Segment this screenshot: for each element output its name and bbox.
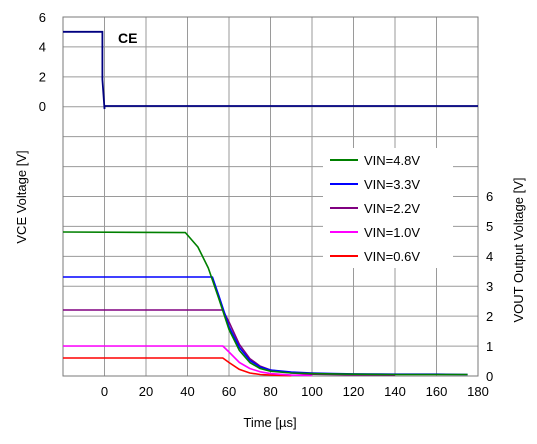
y-axis-label-right: VOUT Output Voltage [V] xyxy=(511,177,526,322)
vout-tick-label: 1 xyxy=(486,339,493,354)
legend-entry: VIN=2.2V xyxy=(364,201,420,216)
x-tick-label: 120 xyxy=(343,384,365,399)
legend-entry: VIN=1.0V xyxy=(364,225,420,240)
series-line xyxy=(63,357,292,377)
ce-tick-label: 4 xyxy=(39,40,46,55)
legend-entry: VIN=3.3V xyxy=(364,177,420,192)
vout-tick-label: 6 xyxy=(486,189,493,204)
ce-series-line xyxy=(63,30,478,110)
ce-label: CE xyxy=(118,30,137,46)
x-axis-label: Time [µs] xyxy=(243,415,296,430)
x-tick-label: 20 xyxy=(139,384,153,399)
x-tick-label: 160 xyxy=(426,384,448,399)
legend: VIN=4.8V VIN=3.3V VIN=2.2V VIN=1.0V VIN=0.6V xyxy=(323,148,453,268)
x-tick-label: 0 xyxy=(101,384,108,399)
vout-tick-label: 2 xyxy=(486,309,493,324)
series-layer xyxy=(62,30,478,377)
x-tick-label: 100 xyxy=(301,384,323,399)
ce-tick-label: 6 xyxy=(39,10,46,25)
series-line xyxy=(62,231,468,376)
plot-frame xyxy=(62,16,479,377)
grid xyxy=(63,17,478,376)
vout-tick-label: 4 xyxy=(486,249,493,264)
vout-tick-label: 3 xyxy=(486,279,493,294)
series-line xyxy=(63,345,313,377)
x-tick-label: 40 xyxy=(180,384,194,399)
vout-tick-label: 0 xyxy=(486,369,493,384)
ce-tick-label: 2 xyxy=(39,69,46,84)
legend-entry: VIN=4.8V xyxy=(364,153,420,168)
y-axis-label-left: VCE Voltage [V] xyxy=(14,150,29,243)
ce-tick-label: 0 xyxy=(39,99,46,114)
x-tick-label: 80 xyxy=(263,384,277,399)
x-tick-label: 60 xyxy=(222,384,236,399)
vout-tick-label: 5 xyxy=(486,219,493,234)
legend-entry: VIN=0.6V xyxy=(364,249,420,264)
x-tick-label: 180 xyxy=(467,384,489,399)
x-tick-label: 140 xyxy=(384,384,406,399)
